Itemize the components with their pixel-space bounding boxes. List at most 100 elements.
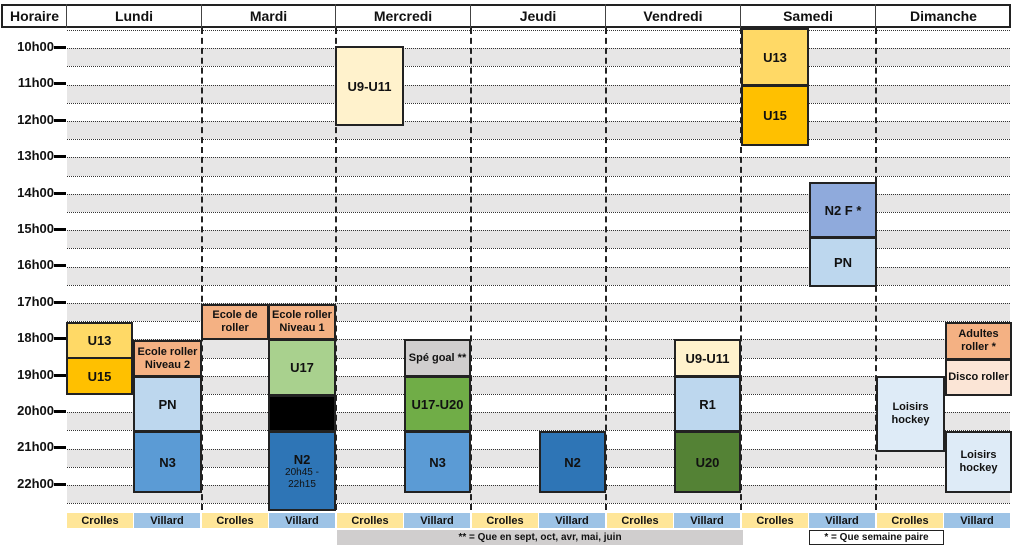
slot-mercredi-n3: N3 bbox=[404, 431, 471, 493]
grid-rule bbox=[67, 102, 1010, 104]
grid-rule bbox=[67, 230, 1010, 232]
header-day-dimanche: Dimanche bbox=[910, 8, 977, 24]
slot-label: Ecole roller bbox=[272, 309, 332, 321]
slot-samedi-n2f: N2 F * bbox=[809, 182, 877, 238]
footnote-even-week: * = Que semaine paire bbox=[809, 530, 944, 545]
grid-rule bbox=[67, 448, 1010, 450]
time-label: 10h00 bbox=[17, 39, 54, 54]
slot-label: Adultes bbox=[958, 328, 999, 340]
slot-label: Disco roller bbox=[948, 371, 1009, 383]
grid-band bbox=[67, 121, 1010, 140]
grid-rule bbox=[67, 394, 1010, 395]
grid-rule bbox=[67, 48, 1010, 50]
slot-label: Loisirs bbox=[960, 449, 997, 461]
time-label: 16h00 bbox=[17, 257, 54, 273]
time-tick bbox=[54, 373, 66, 377]
slot-mardi-ecole-roller-niveau1: Ecole roller Niveau 1 bbox=[268, 304, 336, 340]
slot-samedi-u13: U13 bbox=[741, 28, 809, 86]
time-label: 14h00 bbox=[17, 184, 54, 200]
separator-mercredi-jeudi bbox=[470, 28, 472, 510]
header-horaire: Horaire bbox=[3, 4, 67, 28]
header-day-mercredi: Mercredi bbox=[336, 4, 471, 28]
time-label: 12h00 bbox=[17, 111, 54, 127]
slot-label: roller * bbox=[961, 341, 996, 353]
slot-label: U13 bbox=[763, 49, 787, 65]
slot-mardi-blocked bbox=[268, 395, 336, 432]
time-label: 20h00 bbox=[17, 403, 54, 418]
grid-rule bbox=[67, 30, 1010, 31]
separator-lundi-mardi bbox=[201, 28, 203, 510]
slot-label: Spé goal ** bbox=[408, 351, 467, 364]
grid-band bbox=[67, 84, 1010, 103]
time-tick bbox=[54, 46, 66, 49]
time-tick bbox=[54, 228, 66, 231]
slot-label: roller bbox=[221, 322, 249, 334]
time-label: 22h00 bbox=[17, 475, 54, 491]
slot-label: N2 F * bbox=[824, 202, 862, 218]
slot-samedi-pn: PN bbox=[809, 237, 877, 287]
slot-mardi-ecole-de-roller: Ecole de roller bbox=[201, 304, 269, 340]
grid-rule bbox=[67, 466, 1010, 468]
slot-lundi-u13: U13 bbox=[66, 322, 133, 359]
header-day-vendredi: Vendredi bbox=[606, 4, 741, 28]
slot-label: U17 bbox=[290, 360, 314, 375]
slot-vendredi-u9-u11: U9-U11 bbox=[674, 339, 741, 377]
slot-lundi-ecole-roller-niveau2: Ecole roller Niveau 2 bbox=[133, 340, 202, 377]
time-tick bbox=[54, 155, 66, 159]
slot-label: U17-U20 bbox=[411, 396, 464, 412]
slot-mercredi-spe-goal: Spé goal ** bbox=[404, 339, 471, 377]
grid-rule bbox=[67, 303, 1010, 304]
slot-label: U15 bbox=[87, 368, 112, 384]
time-label: 17h00 bbox=[17, 293, 54, 309]
slot-label: Ecole de bbox=[212, 309, 258, 321]
slot-jeudi-n2: N2 bbox=[539, 431, 606, 493]
grid-rule bbox=[67, 339, 1010, 341]
grid-rule bbox=[67, 485, 1010, 486]
slot-label: hockey bbox=[891, 414, 930, 426]
grid-rule bbox=[67, 212, 1010, 213]
grid-band bbox=[67, 266, 1010, 285]
slot-lundi-n3: N3 bbox=[133, 431, 202, 493]
grid-rule bbox=[67, 503, 1010, 505]
time-label: 11h00 bbox=[17, 75, 54, 91]
time-tick bbox=[54, 300, 66, 304]
slot-label: N2 bbox=[293, 451, 311, 467]
slot-label: Niveau 1 bbox=[279, 322, 325, 334]
time-tick bbox=[54, 337, 66, 341]
time-label: 18h00 bbox=[17, 330, 54, 346]
time-label: 21h00 bbox=[17, 439, 54, 455]
venue-villard: Villard bbox=[269, 513, 335, 528]
slot-lundi-pn: PN bbox=[133, 376, 202, 432]
header-day-samedi: Samedi bbox=[741, 4, 876, 28]
grid-band bbox=[67, 412, 1010, 431]
slot-label: N2 bbox=[564, 454, 581, 470]
slot-dimanche-adultes-roller: Adultes roller * bbox=[945, 322, 1012, 360]
separator-jeudi-vendredi bbox=[605, 28, 607, 510]
slot-dimanche-loisirs-hockey-1: Loisirs hockey bbox=[876, 376, 945, 452]
slot-time: 20h45 - bbox=[285, 466, 319, 478]
grid-rule bbox=[67, 84, 1010, 86]
slot-label: U15 bbox=[763, 108, 787, 123]
header-day-lundi: Lundi bbox=[67, 4, 202, 28]
slot-mardi-n2: N2 20h45 - 22h15 bbox=[268, 431, 336, 511]
venue-crolles: Crolles bbox=[67, 513, 133, 528]
time-tick bbox=[54, 410, 66, 413]
venue-crolles: Crolles bbox=[337, 513, 403, 528]
time-label: 19h00 bbox=[17, 366, 54, 382]
slot-lundi-u15: U15 bbox=[66, 357, 133, 395]
venue-crolles: Crolles bbox=[472, 513, 538, 528]
slot-label: R1 bbox=[699, 396, 716, 412]
slot-label: PN bbox=[158, 396, 177, 412]
grid-band bbox=[67, 230, 1010, 249]
slot-label: U20 bbox=[695, 454, 720, 470]
slot-dimanche-disco-roller: Disco roller bbox=[945, 359, 1012, 396]
grid-rule bbox=[67, 193, 1010, 195]
slot-label: PN bbox=[833, 254, 853, 270]
grid-rule bbox=[67, 375, 1010, 377]
slot-label: U9-U11 bbox=[347, 78, 392, 94]
slot-samedi-u15: U15 bbox=[741, 85, 809, 146]
grid-rule bbox=[67, 284, 1010, 286]
grid-rule bbox=[67, 66, 1010, 68]
header-day-jeudi: Jeudi bbox=[471, 4, 606, 28]
